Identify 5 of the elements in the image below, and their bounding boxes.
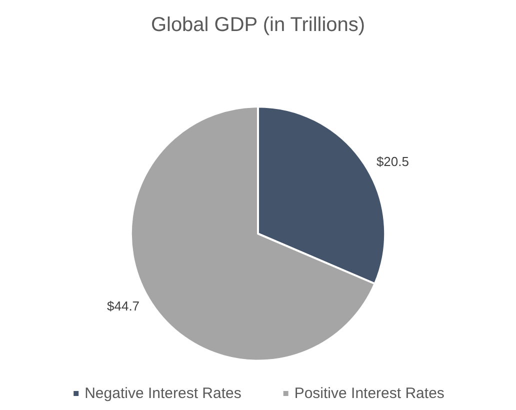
- legend-label: Positive Interest Rates: [294, 385, 444, 402]
- data-label: $20.5: [376, 154, 409, 170]
- data-label: $44.7: [107, 298, 140, 314]
- chart-title: Global GDP (in Trillions): [150, 14, 366, 36]
- legend-label: Negative Interest Rates: [84, 385, 242, 402]
